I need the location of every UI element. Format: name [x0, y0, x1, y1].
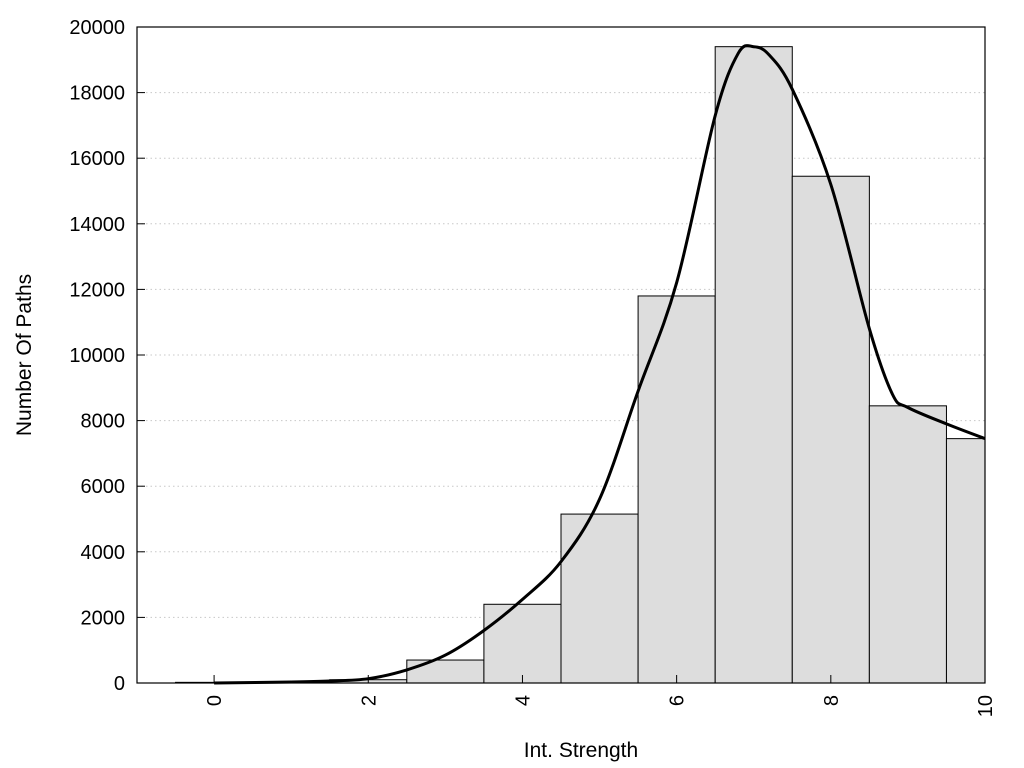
bar-6 — [637, 295, 716, 684]
bar-3 — [406, 659, 485, 684]
y-tick-label-6: 12000 — [69, 279, 125, 301]
x-tick-label-3: 6 — [667, 695, 689, 706]
x-axis-ticks: 0 2 4 6 8 10 — [204, 675, 997, 717]
bars — [175, 46, 986, 684]
x-tick-label-4: 8 — [821, 695, 843, 706]
bar-5 — [560, 513, 639, 684]
y-tick-label-0: 0 — [114, 673, 125, 695]
bar-10 — [945, 438, 986, 684]
bar-7 — [714, 46, 793, 684]
y-axis-ticks: 0 2000 4000 6000 8000 10000 12000 14000 16000 180… — [69, 17, 145, 695]
fit-curve-group — [214, 44, 986, 685]
x-axis-title: Int. Strength — [524, 739, 638, 762]
y-tick-label-8: 16000 — [69, 148, 125, 170]
y-tick-label-2: 4000 — [81, 542, 126, 564]
x-tick-label-5: 10 — [975, 695, 997, 717]
y-tick-label-10: 20000 — [69, 17, 125, 39]
x-tick-label-2: 4 — [512, 695, 534, 706]
bar-8 — [791, 175, 870, 684]
x-tick-label-1: 2 — [358, 695, 380, 706]
y-tick-label-9: 18000 — [69, 83, 125, 105]
bar-4 — [483, 603, 562, 684]
y-tick-label-7: 14000 — [69, 214, 125, 236]
bar-9 — [868, 405, 947, 684]
y-tick-label-1: 2000 — [81, 607, 126, 629]
y-tick-label-5: 10000 — [69, 345, 125, 367]
y-tick-label-3: 6000 — [81, 476, 126, 498]
y-tick-label-4: 8000 — [81, 411, 126, 433]
fit-curve — [214, 44, 986, 685]
x-tick-label-0: 0 — [204, 695, 226, 706]
y-axis-title: Number Of Paths — [13, 274, 36, 436]
